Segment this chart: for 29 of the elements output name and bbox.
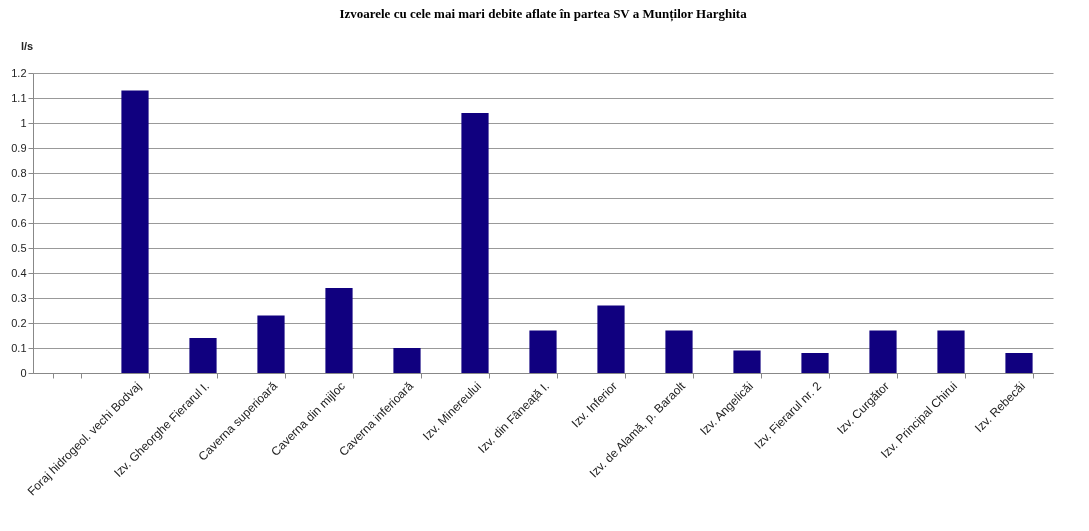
y-tick-label: 0.1 — [11, 341, 27, 354]
bar — [461, 113, 489, 373]
bar — [937, 330, 965, 373]
bar — [529, 330, 557, 373]
y-tick-label: 0.3 — [11, 291, 27, 304]
bar — [393, 348, 421, 373]
bar — [733, 350, 761, 373]
bar — [325, 288, 353, 373]
bar — [121, 90, 149, 373]
y-axis-title: l/s — [21, 40, 34, 52]
y-tick-label: 0.9 — [11, 141, 27, 154]
y-tick-label: 0.2 — [11, 316, 27, 329]
bar — [257, 315, 285, 373]
y-tick-label: 1.2 — [11, 66, 27, 79]
bar — [869, 330, 897, 373]
y-tick-label: 0.8 — [11, 166, 27, 179]
y-tick-label: 0 — [20, 366, 27, 379]
y-tick-label: 0.6 — [11, 216, 27, 229]
bar — [1005, 353, 1033, 373]
bar — [189, 338, 217, 373]
y-tick-label: 0.4 — [11, 266, 27, 279]
bar — [665, 330, 693, 373]
y-tick-label: 0.5 — [11, 241, 27, 254]
y-tick-label: 1 — [20, 116, 27, 129]
chart-title: Izvoarele cu cele mai mari debite aflate în partea SV a Munților Harghita — [339, 6, 748, 22]
bar — [801, 353, 829, 373]
bar — [597, 305, 625, 373]
y-tick-label: 1.1 — [11, 91, 27, 104]
y-tick-label: 0.7 — [11, 191, 27, 204]
